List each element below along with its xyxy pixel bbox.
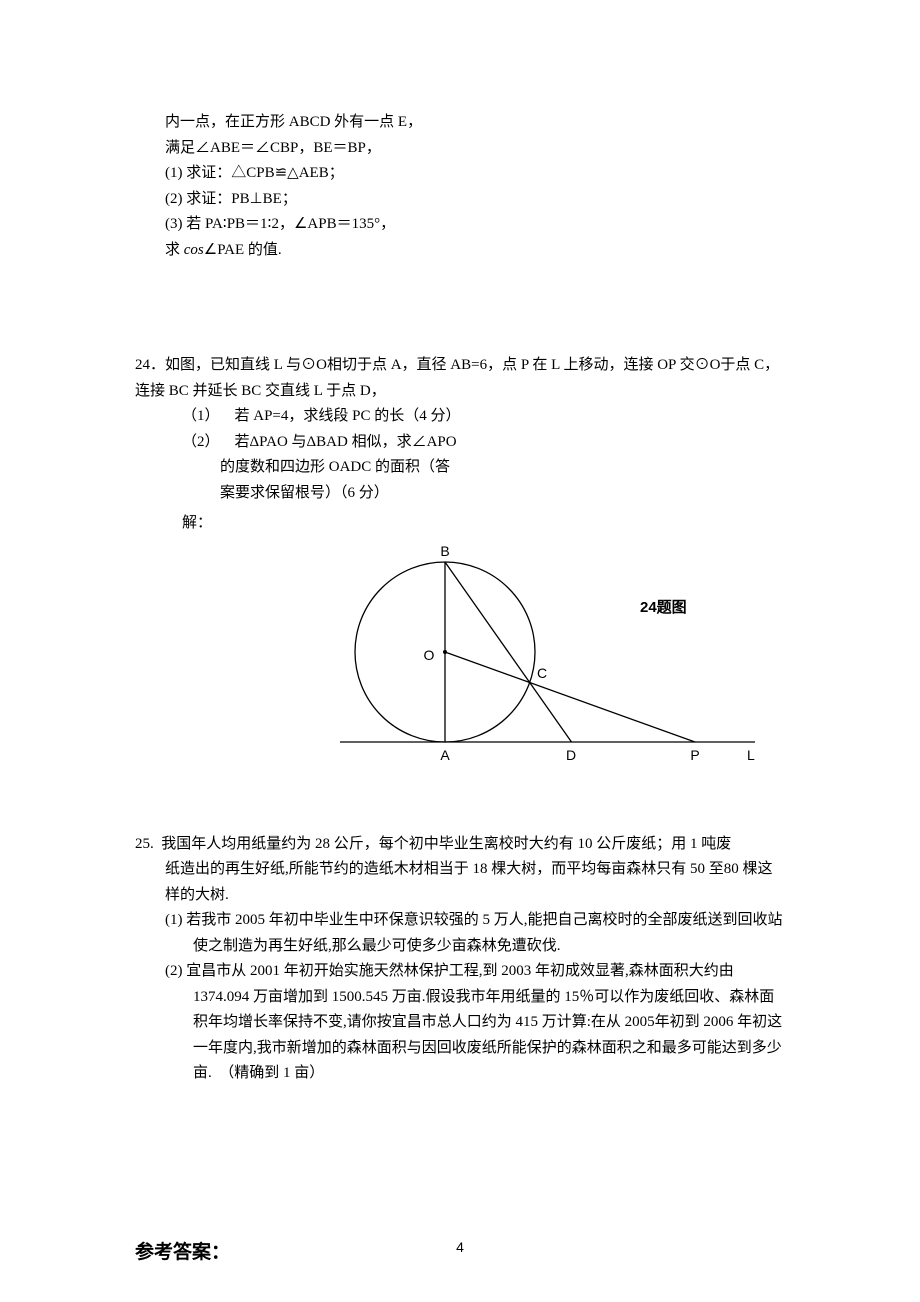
point-o-dot xyxy=(443,650,447,654)
label-b: B xyxy=(440,543,449,559)
q23-line6-prefix: 求 xyxy=(165,242,184,258)
q25-p2: (2) 宜昌市从 2001 年初开始实施天然林保护工程,到 2003 年初成效显… xyxy=(163,959,785,1087)
q23-line3: (1) 求证：△CPB≌△AEB； xyxy=(165,161,785,187)
question-25: 25. 我国年人均用纸量约为 28 公斤，每个初中毕业生离校时大约有 10 公斤… xyxy=(135,832,785,1087)
q24-solution-label: 解： xyxy=(135,511,785,537)
page-number: 4 xyxy=(0,1236,920,1260)
question-23-continued: 内一点，在正方形 ABCD 外有一点 E， 满足∠ABE＝∠CBP，BE＝BP，… xyxy=(135,110,785,263)
segment-bd xyxy=(445,562,572,742)
q24-figure-title: 24题图 xyxy=(640,599,687,616)
question-24: 24．如图，已知直线 L 与⊙O相切于点 A，直径 AB=6，点 P 在 L 上… xyxy=(135,353,785,772)
q23-line6-suffix: ∠PAE 的值. xyxy=(204,242,282,258)
label-c: C xyxy=(537,665,547,681)
label-a: A xyxy=(440,747,450,763)
q24-part2a: （2） 若ΔPAO 与ΔBAD 相似，求∠APO xyxy=(135,430,785,456)
q23-line6: 求 cos∠PAE 的值. xyxy=(165,238,785,264)
q24-header: 24．如图，已知直线 L 与⊙O相切于点 A，直径 AB=6，点 P 在 L 上… xyxy=(135,353,785,404)
segment-op xyxy=(445,652,695,742)
q23-line1: 内一点，在正方形 ABCD 外有一点 E， xyxy=(165,110,785,136)
q24-diagram-svg: B O A C D P L 24题图 xyxy=(135,542,785,772)
label-l: L xyxy=(747,747,755,763)
q24-figure: B O A C D P L 24题图 xyxy=(135,542,785,772)
q24-part1: （1） 若 AP=4，求线段 PC 的长（4 分） xyxy=(135,404,785,430)
q23-line6-cos: cos xyxy=(184,242,204,258)
q25-p1: (1) 若我市 2005 年初中毕业生中环保意识较强的 5 万人,能把自己离校时… xyxy=(163,908,785,959)
q24-part2b: 的度数和四边形 OADC 的面积（答 xyxy=(135,455,785,481)
q25-header2: 纸造出的再生好纸,所能节约的造纸木材相当于 18 棵大树，而平均每亩森林只有 5… xyxy=(135,857,785,908)
label-p: P xyxy=(690,747,699,763)
q23-line4: (2) 求证：PB⊥BE； xyxy=(165,187,785,213)
label-o: O xyxy=(424,647,435,663)
q24-part2c: 案要求保留根号）（6 分） xyxy=(135,481,785,507)
q23-line2: 满足∠ABE＝∠CBP，BE＝BP， xyxy=(165,136,785,162)
q23-line5: (3) 若 PA∶PB＝1∶2，∠APB＝135°， xyxy=(165,212,785,238)
q25-header: 25. 我国年人均用纸量约为 28 公斤，每个初中毕业生离校时大约有 10 公斤… xyxy=(135,832,785,858)
label-d: D xyxy=(566,747,576,763)
